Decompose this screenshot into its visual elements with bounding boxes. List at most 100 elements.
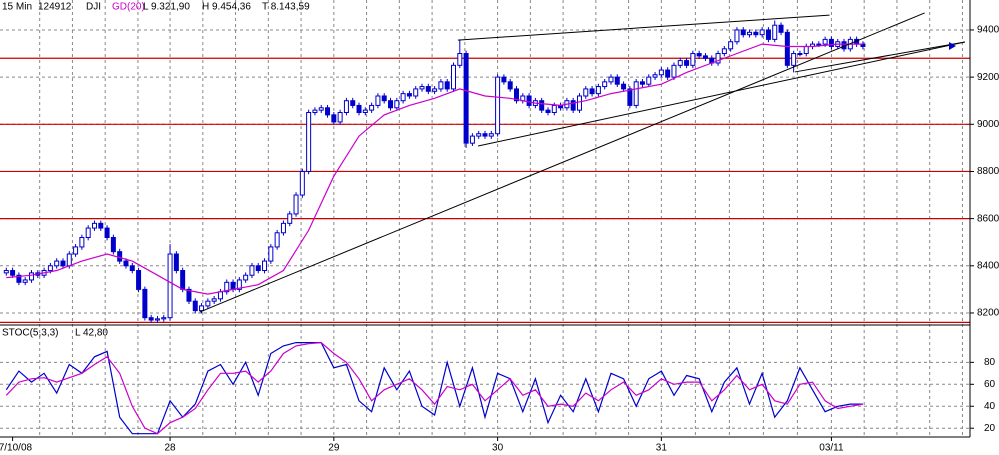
header-last: T 8.143,59 bbox=[262, 2, 310, 13]
candle-body bbox=[73, 246, 79, 255]
candle-body bbox=[501, 76, 507, 83]
candle-body bbox=[444, 81, 450, 90]
candle-body bbox=[860, 43, 866, 47]
stoch-last: L 42,80 bbox=[75, 328, 108, 339]
candle-body bbox=[778, 24, 784, 33]
candle-body bbox=[589, 88, 595, 95]
candle-body bbox=[425, 86, 431, 92]
candle-body bbox=[388, 100, 394, 109]
candle-body bbox=[740, 29, 746, 36]
last-price-pointer bbox=[949, 42, 956, 50]
candle-body bbox=[236, 279, 242, 290]
candle-body bbox=[192, 300, 198, 312]
candle-body bbox=[54, 260, 60, 267]
stoch-title: STOC(5,3,3) bbox=[2, 328, 59, 339]
candle-body bbox=[217, 291, 223, 300]
candle-body bbox=[545, 109, 551, 114]
trend-line bbox=[199, 12, 925, 313]
candle-body bbox=[526, 95, 532, 106]
candle-body bbox=[3, 270, 9, 274]
candle-body bbox=[230, 281, 236, 290]
candle-body bbox=[154, 318, 160, 321]
candle-body bbox=[375, 95, 381, 106]
candle-body bbox=[199, 305, 205, 312]
candle-body bbox=[576, 95, 582, 111]
candle-body bbox=[621, 83, 627, 90]
y-tick-label: 60 bbox=[984, 379, 996, 390]
labels: 15 Min 124912 DJI GD(20) L 9.321,90 H 9.… bbox=[2, 2, 310, 339]
candle-body bbox=[362, 109, 368, 114]
candle-body bbox=[715, 53, 721, 64]
candle-body bbox=[822, 38, 828, 45]
candle-body bbox=[791, 53, 797, 66]
candle-body bbox=[224, 281, 230, 293]
candle-body bbox=[161, 317, 167, 320]
y-tick-label: 20 bbox=[984, 423, 996, 434]
header-symbol: DJI bbox=[86, 2, 101, 13]
candle-body bbox=[728, 41, 734, 50]
stoch-line bbox=[5, 341, 864, 435]
candle-body bbox=[293, 194, 299, 215]
candle-body bbox=[406, 93, 412, 97]
candle-body bbox=[759, 29, 765, 36]
candle-body bbox=[658, 69, 664, 76]
candle-body bbox=[677, 60, 683, 66]
marks bbox=[0, 12, 970, 435]
candle-body bbox=[255, 265, 261, 272]
y-tick-label: 8600 bbox=[977, 213, 999, 224]
candle-body bbox=[457, 53, 463, 66]
candle-body bbox=[690, 53, 696, 66]
candle-body bbox=[85, 227, 91, 239]
y-tick-label: 8400 bbox=[977, 260, 999, 271]
candle-body bbox=[602, 81, 608, 88]
candle-body bbox=[702, 55, 708, 59]
candle-body bbox=[488, 133, 494, 137]
candle-body bbox=[551, 104, 557, 114]
candle-body bbox=[136, 270, 142, 290]
candle-body bbox=[10, 270, 16, 276]
y-tick-label: 80 bbox=[984, 357, 996, 368]
x-tick-label: 27/10/08 bbox=[0, 443, 32, 454]
candle-body bbox=[262, 260, 268, 272]
stoch-line bbox=[5, 342, 863, 435]
candle-body bbox=[665, 69, 671, 78]
y-tick-label: 40 bbox=[984, 401, 996, 412]
candle-body bbox=[91, 222, 97, 229]
candle-body bbox=[22, 279, 28, 283]
candle-body bbox=[803, 45, 809, 55]
candle-body bbox=[482, 133, 488, 137]
candle-body bbox=[539, 100, 545, 111]
candle-body bbox=[639, 81, 645, 85]
candle-body bbox=[249, 265, 255, 276]
candle-body bbox=[583, 88, 589, 97]
header-indicator: GD(20) bbox=[112, 2, 145, 13]
candle-body bbox=[381, 95, 387, 102]
x-tick-label: 29 bbox=[328, 443, 340, 454]
candle-body bbox=[280, 222, 286, 234]
candle-body bbox=[451, 64, 457, 90]
candle-body bbox=[608, 76, 614, 83]
candle-body bbox=[507, 81, 513, 90]
candle-body bbox=[797, 53, 803, 56]
y-tick-label: 8200 bbox=[977, 308, 999, 319]
y-tick-label: 8800 bbox=[977, 166, 999, 177]
candle-body bbox=[167, 253, 173, 319]
candle-body bbox=[104, 227, 110, 239]
candle-body bbox=[614, 76, 620, 85]
candle-body bbox=[595, 86, 601, 95]
candle-body bbox=[205, 300, 211, 307]
candle-body bbox=[129, 265, 135, 272]
candle-body bbox=[16, 274, 22, 283]
trend-line bbox=[477, 41, 966, 147]
candle-body bbox=[463, 53, 469, 144]
candle-body bbox=[394, 100, 400, 109]
candle-body bbox=[243, 274, 249, 281]
candle-body bbox=[400, 93, 406, 102]
candle-body bbox=[274, 232, 280, 248]
candle-body bbox=[268, 246, 274, 262]
trend-line bbox=[794, 41, 966, 73]
candle-body bbox=[772, 24, 778, 40]
candle-body bbox=[312, 109, 318, 114]
